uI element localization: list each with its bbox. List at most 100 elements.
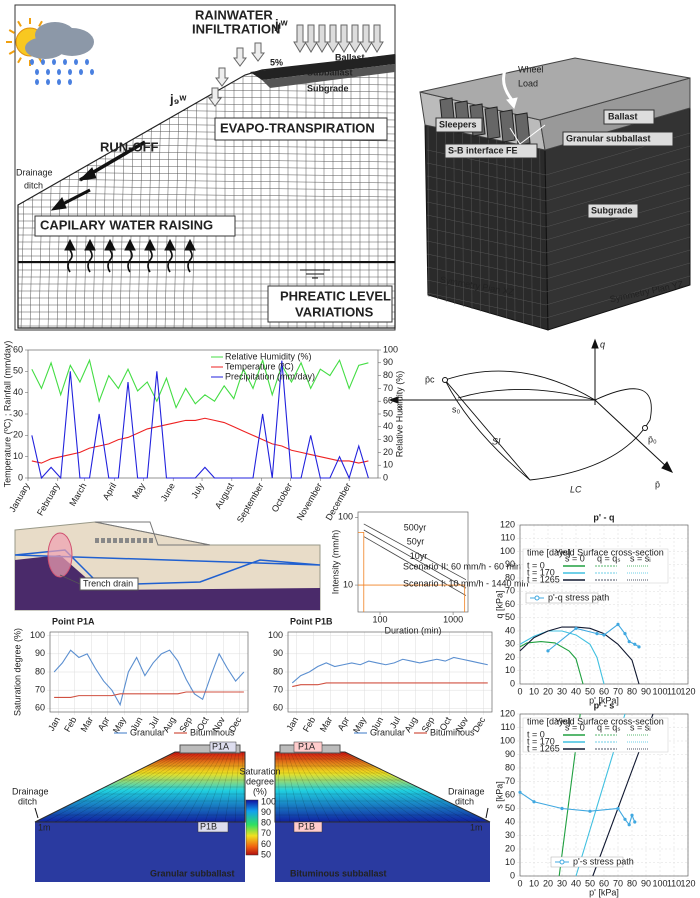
x-tick-label: May	[130, 481, 147, 501]
mesh-line	[94, 751, 195, 823]
point	[627, 823, 631, 827]
sun-ray	[8, 29, 15, 34]
legend-label: Granular	[130, 727, 165, 737]
legend-label: t = 1265	[527, 574, 560, 584]
mesh-line	[539, 148, 542, 329]
label: p̄	[655, 479, 660, 489]
mesh-line	[144, 751, 211, 823]
rain-drop	[46, 79, 50, 85]
legend-label: Granular	[370, 727, 405, 737]
mesh-line	[134, 751, 208, 823]
y-tick-label: 10	[505, 665, 515, 675]
label: Drainage	[16, 167, 53, 177]
ballast-layer	[250, 54, 395, 80]
pointer	[59, 574, 81, 585]
y-tick-label: 50	[13, 366, 23, 376]
label-box	[34, 215, 236, 237]
mesh-line	[545, 223, 691, 267]
y-tick-label: 110	[501, 533, 515, 543]
sleeper	[131, 538, 135, 543]
mesh-line	[545, 171, 691, 215]
x-tick-label: May	[351, 715, 368, 735]
mesh-line	[204, 751, 230, 823]
mesh-line	[426, 201, 547, 228]
label-box	[444, 143, 538, 159]
load-arrow	[502, 69, 514, 101]
infiltration-arrow	[315, 24, 329, 53]
y-tick-label: 10	[13, 451, 23, 461]
y-tick-label: 120	[500, 519, 515, 529]
mesh-line	[436, 127, 438, 300]
point	[588, 809, 592, 813]
legend-header: s = 0	[565, 553, 585, 563]
series-line	[363, 529, 467, 589]
x-tick-label: June	[159, 481, 177, 503]
legend-header: s = sᵢ	[630, 722, 651, 732]
y-tick-label: 30	[505, 830, 515, 840]
label: ditch	[18, 796, 37, 806]
label: Ballast	[335, 52, 365, 62]
label: Ballast	[608, 111, 638, 121]
mesh-line	[470, 134, 473, 310]
ballast-outline	[94, 521, 211, 546]
x-tick-label: 60	[599, 878, 609, 888]
x-tick-label: 100	[372, 614, 387, 624]
sleeper	[125, 538, 129, 543]
mesh-line	[309, 751, 381, 823]
label: Granular subballast	[566, 133, 651, 143]
infiltration-arrow	[337, 24, 351, 53]
label: P1B	[298, 821, 315, 831]
x-tick-label: Jul	[147, 715, 161, 730]
mesh-line	[319, 751, 411, 823]
x-tick-label: Jan	[46, 715, 62, 733]
y-tick-label: 90	[273, 648, 283, 658]
x-tick-label: 120	[680, 878, 695, 888]
label: S-B interface FE	[448, 145, 518, 155]
mesh-line	[530, 146, 533, 326]
mesh-line	[104, 751, 198, 823]
legend-marker	[534, 595, 540, 601]
y2-tick-label: 10	[383, 460, 393, 470]
x-tick-label: October	[270, 481, 295, 514]
y-tick-label: 70	[273, 685, 283, 695]
y2-tick-label: 40	[383, 421, 393, 431]
mesh-line	[344, 751, 491, 823]
y-tick-label: 60	[505, 789, 515, 799]
label: INFILTRATION	[192, 21, 280, 36]
point	[623, 817, 627, 821]
mesh-line	[293, 751, 331, 823]
series-line	[54, 691, 244, 699]
chart-title: p' - s	[594, 700, 615, 710]
y2-tick-label: 100	[383, 344, 398, 354]
plot-frame	[519, 713, 689, 877]
series-line	[358, 584, 466, 612]
x-tick-label: 80	[627, 878, 637, 888]
mesh-line	[426, 266, 547, 293]
legend-label: p'-q stress path	[548, 592, 609, 602]
y-tick-label: 70	[505, 586, 515, 596]
point	[560, 806, 564, 811]
legend-header: Yield Surface cross-section	[555, 716, 664, 726]
mesh-line	[335, 751, 461, 823]
legend-label: Bituminous	[190, 727, 235, 737]
x-tick-label: 90	[641, 878, 651, 888]
x-tick-label: 0	[517, 878, 522, 888]
sun-ray	[38, 20, 43, 27]
x-tick-label: 110	[667, 686, 681, 696]
runoff-head	[50, 197, 67, 211]
label: Bituminous subballast	[290, 868, 387, 878]
legend-label: t = 0	[527, 560, 545, 570]
mesh-line	[427, 125, 430, 298]
mesh-line	[124, 751, 204, 823]
y-tick-label: 10	[505, 857, 515, 867]
capillary-arrow	[87, 249, 93, 273]
runoff-head	[78, 167, 97, 181]
infiltration-arrow	[370, 24, 384, 53]
series-label: Scenario I: 10 mm/h - 1440 min	[403, 578, 529, 588]
x-tick-label: April	[101, 481, 119, 502]
y-tick-label: 0	[510, 870, 515, 880]
mesh-line	[296, 751, 341, 823]
x-tick-label: Mar	[318, 715, 334, 733]
label: VARIATIONS	[295, 304, 374, 319]
sleeper	[484, 106, 501, 140]
